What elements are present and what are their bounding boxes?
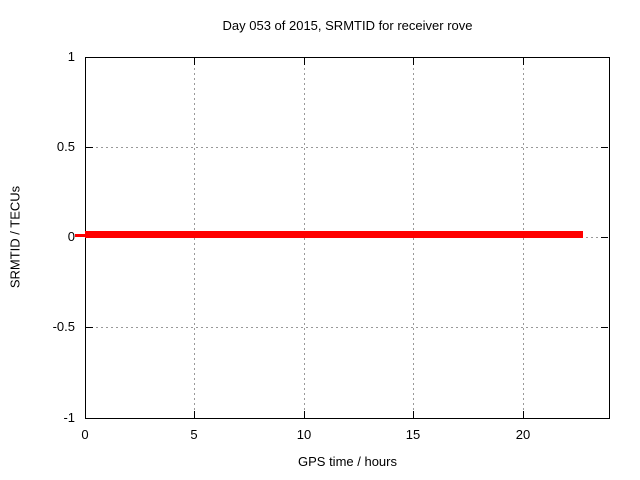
x-tick-label: 15 (405, 427, 421, 442)
y-tick-label: 0.5 (56, 139, 75, 154)
x-tick-top (194, 58, 195, 65)
x-tick-bottom (304, 411, 305, 418)
x-tick-bottom (523, 411, 524, 418)
y-tick-right (601, 418, 608, 419)
x-tick-label: 20 (515, 427, 531, 442)
y-gridline (86, 327, 608, 328)
y-tick-right (601, 57, 608, 58)
x-tick-bottom (85, 411, 86, 418)
chart-title: Day 053 of 2015, SRMTID for receiver rov… (222, 18, 473, 33)
x-tick-bottom (413, 411, 414, 418)
y-tick-right (601, 327, 608, 328)
x-tick-top (523, 58, 524, 65)
x-tick-top (85, 58, 86, 65)
x-tick-label: 5 (190, 427, 198, 442)
y-tick-right (601, 147, 608, 148)
series-line-cap (75, 234, 85, 237)
x-tick-top (304, 58, 305, 65)
y-tick-left (86, 57, 93, 58)
y-tick-right (601, 237, 608, 238)
series-line (85, 231, 583, 238)
x-tick-top (413, 58, 414, 65)
y-tick-label: -1 (63, 410, 75, 425)
x-tick-bottom (194, 411, 195, 418)
x-axis-label: GPS time / hours (298, 454, 397, 469)
x-tick-label: 10 (296, 427, 312, 442)
plot-area (85, 57, 610, 419)
y-tick-label: 1 (67, 49, 75, 64)
x-tick-label: 0 (81, 427, 89, 442)
y-tick-label: -0.5 (52, 319, 75, 334)
y-tick-left (86, 327, 93, 328)
y-gridline (86, 147, 608, 148)
y-tick-left (86, 418, 93, 419)
y-tick-label: 0 (67, 229, 75, 244)
y-tick-left (86, 147, 93, 148)
